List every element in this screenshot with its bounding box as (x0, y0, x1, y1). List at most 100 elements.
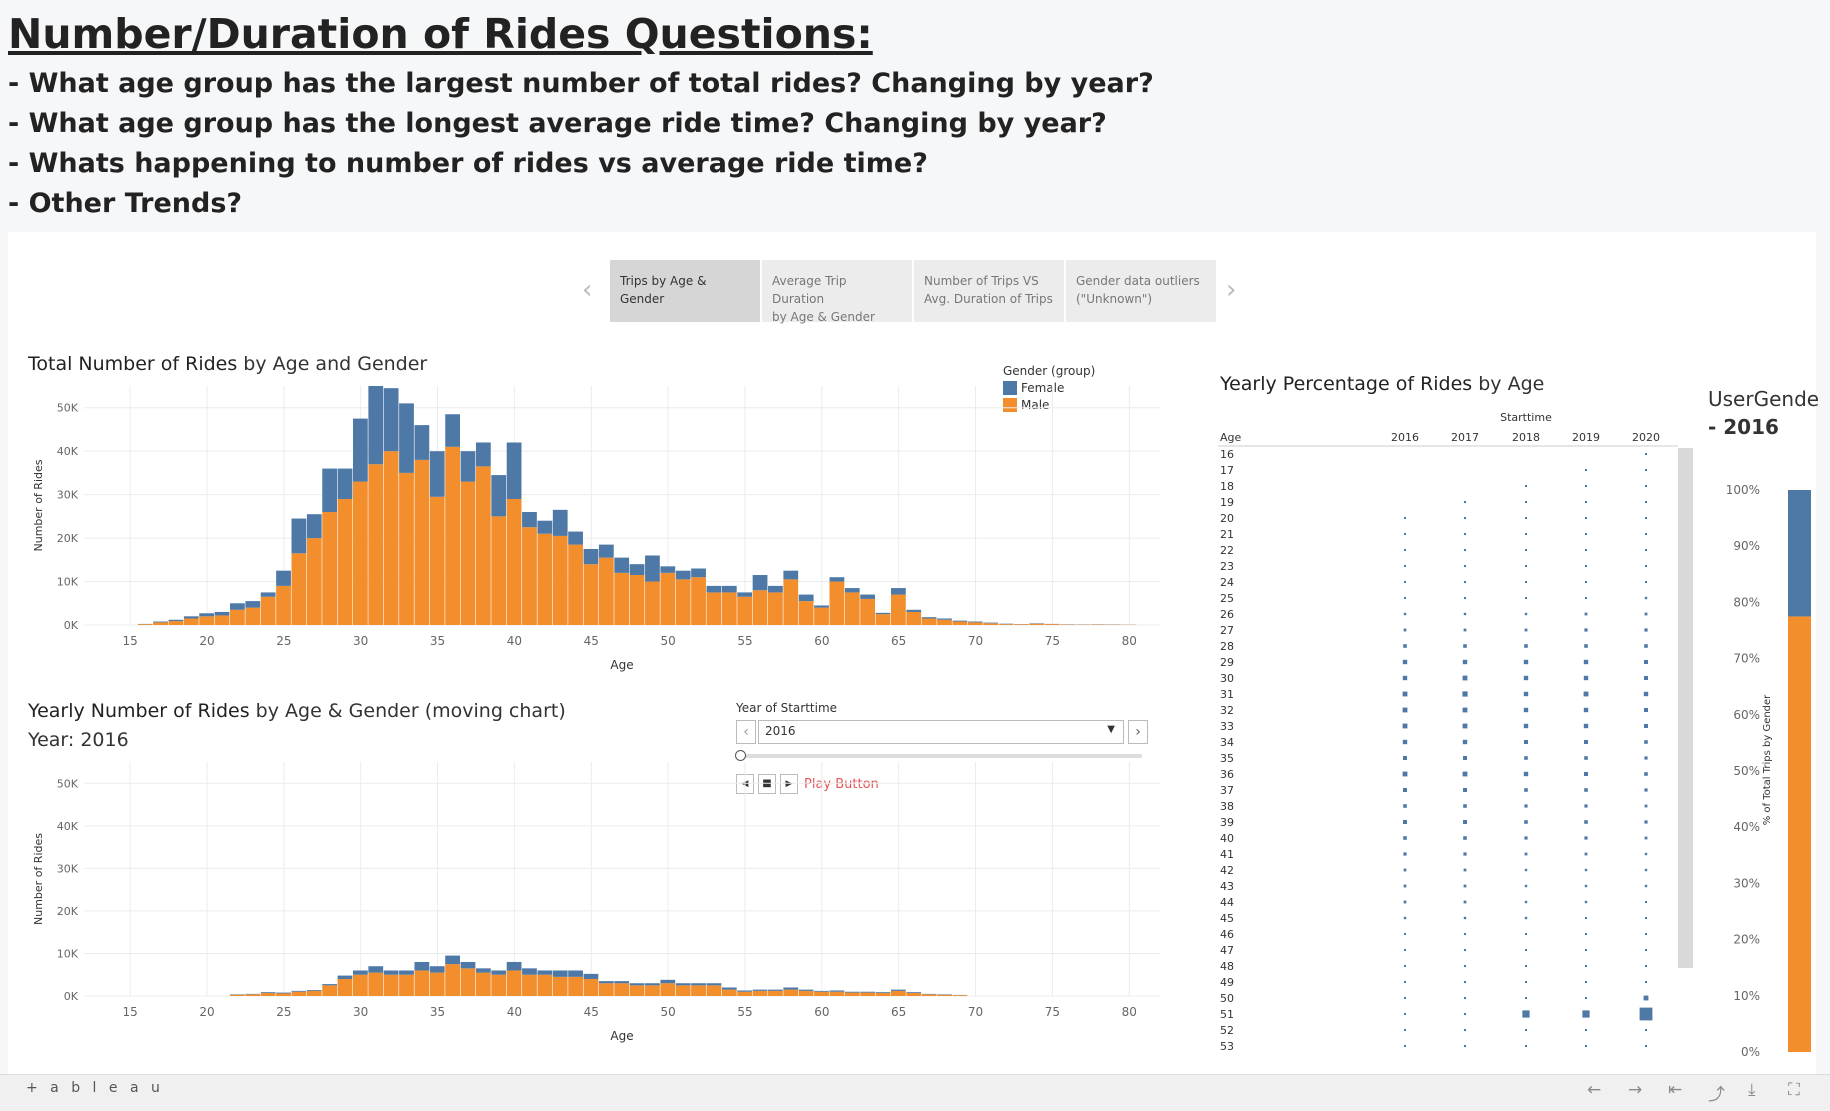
percent-mark (1645, 613, 1648, 616)
bar-male (568, 977, 583, 996)
tableau-logo[interactable]: + a b l e a u (26, 1080, 164, 1096)
fullscreen-icon[interactable]: ⛶ (1788, 1080, 1800, 1100)
y-tick-label: 100% (1726, 483, 1760, 497)
age-row-label: 23 (1220, 560, 1234, 573)
redo-icon[interactable]: → (1628, 1080, 1642, 1100)
year-prev-button[interactable]: ‹ (736, 720, 756, 744)
percent-mark (1463, 756, 1467, 760)
bar-female (1788, 490, 1811, 616)
tab-label: Trips by Age & Gender (620, 272, 750, 308)
percent-mark (1525, 885, 1527, 887)
bar-male (507, 499, 522, 625)
age-row-label: 45 (1220, 912, 1234, 925)
y-tick-label: 10K (57, 576, 79, 589)
share-icon[interactable]: ⤴ (1708, 1080, 1725, 1105)
question-4: - Other Trends? (8, 188, 242, 219)
tab-trips-vs-duration[interactable]: Number of Trips VS Avg. Duration of Trip… (914, 260, 1064, 322)
percent-mark (1585, 1029, 1587, 1031)
percent-mark (1582, 1010, 1589, 1017)
bar-male (322, 512, 337, 625)
bar-male (261, 597, 276, 625)
bar-male (199, 616, 214, 625)
percent-mark (1584, 692, 1589, 697)
x-tick-label: 70 (968, 634, 983, 648)
bar-male (660, 983, 675, 996)
bar-male (876, 614, 891, 625)
percent-mark (1645, 837, 1648, 840)
percent-mark (1404, 1013, 1406, 1015)
bar-female (722, 586, 737, 593)
percent-mark (1522, 1010, 1529, 1017)
bar-male (645, 985, 660, 996)
percent-mark (1525, 517, 1527, 519)
age-row-label: 16 (1220, 448, 1234, 461)
age-row-label: 27 (1220, 624, 1234, 637)
year-next-button[interactable]: › (1128, 720, 1148, 744)
age-row-label: 41 (1220, 848, 1234, 861)
percent-mark (1403, 788, 1407, 792)
percent-mark (1464, 981, 1466, 983)
bar-male (384, 975, 399, 996)
bar-female (445, 956, 460, 965)
age-row-label: 40 (1220, 832, 1234, 845)
bar-female (845, 588, 860, 592)
y-tick-label: 20K (57, 905, 79, 918)
bar-female (399, 403, 414, 473)
age-row-label: 22 (1220, 544, 1234, 557)
x-tick-label: 55 (737, 1005, 752, 1019)
bar-female (461, 962, 476, 968)
y-tick-label: 90% (1733, 539, 1760, 553)
undo-icon[interactable]: ← (1587, 1080, 1601, 1100)
tab-trips-by-age-gender[interactable]: Trips by Age & Gender (610, 260, 760, 322)
bar-female (876, 992, 891, 993)
question-3: - Whats happening to number of rides vs … (8, 148, 928, 179)
bar-male (814, 992, 829, 996)
bar-male (906, 993, 921, 996)
year-dropdown[interactable]: 2016▼ (758, 720, 1124, 744)
percent-mark (1644, 772, 1648, 776)
bar-male (476, 973, 491, 996)
bar-male (276, 586, 291, 625)
percent-mark (1403, 660, 1407, 664)
bar-male (845, 592, 860, 625)
percent-mark (1403, 820, 1407, 824)
revert-icon[interactable]: ⇤ (1668, 1080, 1682, 1100)
percent-mark (1645, 853, 1647, 855)
tab-gender-outliers[interactable]: Gender data outliers ("Unknown") (1066, 260, 1216, 322)
percent-mark (1584, 788, 1588, 792)
percent-mark (1404, 549, 1406, 551)
percent-mark (1403, 756, 1407, 760)
bar-male (922, 994, 937, 996)
bar-male (830, 582, 845, 625)
bar-female (445, 414, 460, 447)
percent-mark (1525, 501, 1527, 503)
bar-female (783, 987, 798, 989)
download-icon[interactable]: ⤓ (1748, 1080, 1756, 1100)
bar-male (553, 977, 568, 996)
bar-male (414, 460, 429, 625)
next-arrow-icon[interactable]: › (1226, 275, 1236, 305)
percent-mark (1524, 660, 1528, 664)
bar-male (430, 973, 445, 996)
percent-mark (1464, 501, 1466, 503)
scrollbar (1678, 448, 1693, 968)
y-tick-label: 30K (57, 862, 79, 875)
percent-mark (1584, 772, 1588, 776)
bar-male (1029, 624, 1044, 625)
bar-male (845, 993, 860, 996)
percent-mark (1525, 549, 1527, 551)
age-row-label: 52 (1220, 1024, 1234, 1037)
percent-mark (1464, 997, 1466, 999)
percent-mark (1525, 933, 1527, 935)
percent-mark (1645, 917, 1647, 919)
page-title: Number/Duration of Rides Questions: (8, 10, 873, 58)
bar-male (614, 983, 629, 996)
percent-mark (1404, 949, 1406, 951)
percent-mark (1585, 917, 1587, 919)
tab-average-trip-duration[interactable]: Average Trip Duration by Age & Gender (762, 260, 912, 322)
percent-mark (1525, 997, 1527, 999)
prev-arrow-icon[interactable]: ‹ (582, 275, 592, 305)
percent-mark (1404, 997, 1406, 999)
percent-mark (1525, 965, 1527, 967)
percent-mark (1585, 517, 1587, 519)
